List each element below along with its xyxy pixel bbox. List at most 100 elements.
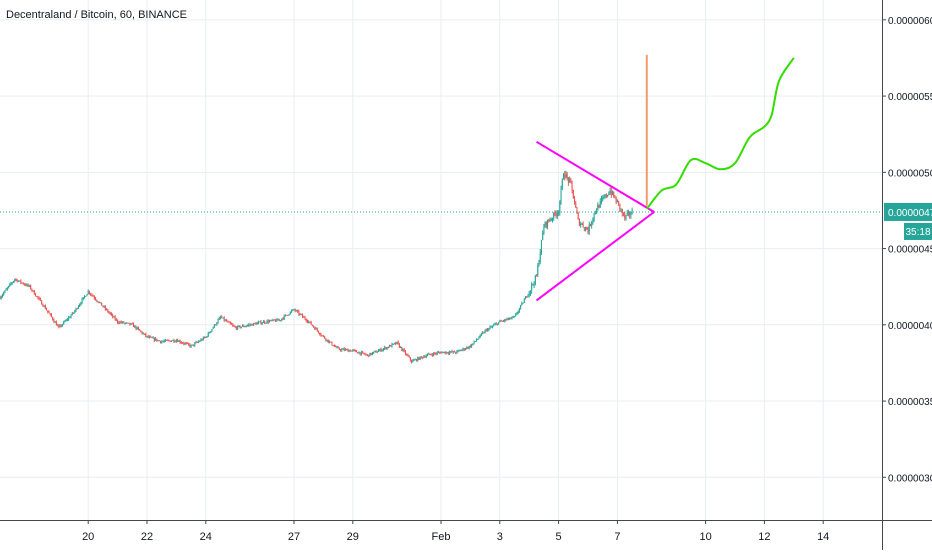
candle xyxy=(537,263,539,278)
candle xyxy=(178,339,180,342)
candle xyxy=(109,311,111,315)
candle xyxy=(216,321,218,326)
candle xyxy=(140,330,142,333)
candle xyxy=(114,315,116,321)
candle xyxy=(610,187,612,198)
candle xyxy=(488,327,490,332)
candle xyxy=(266,319,268,324)
candle xyxy=(310,320,312,325)
candle xyxy=(589,223,591,227)
candle xyxy=(407,353,409,357)
candle xyxy=(119,320,121,324)
candle xyxy=(5,288,7,291)
candle xyxy=(461,349,463,352)
candle xyxy=(58,324,60,329)
candle xyxy=(533,281,535,288)
candle xyxy=(228,321,230,323)
candle xyxy=(210,331,212,334)
x-tick-label: 14 xyxy=(817,531,829,543)
candle xyxy=(504,319,506,323)
candle xyxy=(384,345,386,351)
candle xyxy=(63,320,65,325)
candle xyxy=(195,340,197,344)
candle xyxy=(491,325,493,329)
candle xyxy=(95,296,97,301)
countdown-label: 35:18 xyxy=(905,227,930,238)
candle xyxy=(458,349,460,352)
candle xyxy=(525,295,527,300)
candle xyxy=(64,319,66,323)
candle xyxy=(340,348,342,352)
candle xyxy=(360,350,362,356)
candle xyxy=(0,295,1,300)
candle xyxy=(287,314,289,316)
candle xyxy=(556,210,558,220)
candle xyxy=(8,285,10,289)
candle xyxy=(337,345,339,349)
candle xyxy=(133,322,135,327)
candle xyxy=(570,177,572,184)
candle xyxy=(196,341,198,344)
candle xyxy=(442,351,444,353)
candle xyxy=(577,211,579,220)
candle xyxy=(180,341,182,345)
triangle-upper-line[interactable] xyxy=(535,140,655,213)
candle xyxy=(511,316,513,320)
candle xyxy=(144,333,146,335)
candle xyxy=(439,351,441,354)
triangle-lower-line[interactable] xyxy=(535,211,655,302)
candle xyxy=(468,345,470,350)
candle xyxy=(306,319,308,324)
candle xyxy=(226,318,228,322)
candle xyxy=(65,318,67,322)
projection-curve[interactable] xyxy=(646,57,795,210)
candle xyxy=(273,319,275,321)
candle xyxy=(512,315,514,318)
candle xyxy=(355,349,357,353)
candle xyxy=(620,208,622,212)
drawings[interactable] xyxy=(0,54,882,302)
candle xyxy=(343,347,345,352)
candle xyxy=(397,340,399,345)
candle xyxy=(608,191,610,196)
candle xyxy=(325,338,327,342)
candle xyxy=(451,349,453,353)
candle xyxy=(472,343,474,346)
candle xyxy=(118,321,120,325)
y-tick-label: 0.00000350 xyxy=(888,397,932,408)
candle xyxy=(420,356,422,359)
candle xyxy=(75,307,77,313)
candle xyxy=(404,350,406,356)
candle xyxy=(467,346,469,350)
candle xyxy=(302,313,304,319)
candle xyxy=(324,335,326,339)
candle xyxy=(580,221,582,228)
candle xyxy=(379,348,381,352)
candle xyxy=(629,211,631,219)
candle xyxy=(106,308,108,311)
candle xyxy=(46,307,48,311)
candle xyxy=(150,335,152,338)
candle xyxy=(26,283,28,287)
candle xyxy=(600,195,602,205)
candle xyxy=(153,337,155,343)
candle xyxy=(357,352,359,354)
candle xyxy=(97,301,99,303)
candles xyxy=(0,170,633,364)
candle xyxy=(342,347,344,350)
candle xyxy=(0,295,2,300)
candle xyxy=(166,339,168,341)
countdown-tag xyxy=(904,222,932,240)
candle xyxy=(145,332,147,338)
candle xyxy=(316,327,318,332)
candle xyxy=(330,341,332,343)
candle xyxy=(179,339,181,344)
candle xyxy=(554,210,556,217)
candle xyxy=(424,355,426,358)
candle xyxy=(24,283,25,286)
candle xyxy=(1,293,3,298)
candle xyxy=(76,307,78,310)
candle xyxy=(466,346,468,350)
